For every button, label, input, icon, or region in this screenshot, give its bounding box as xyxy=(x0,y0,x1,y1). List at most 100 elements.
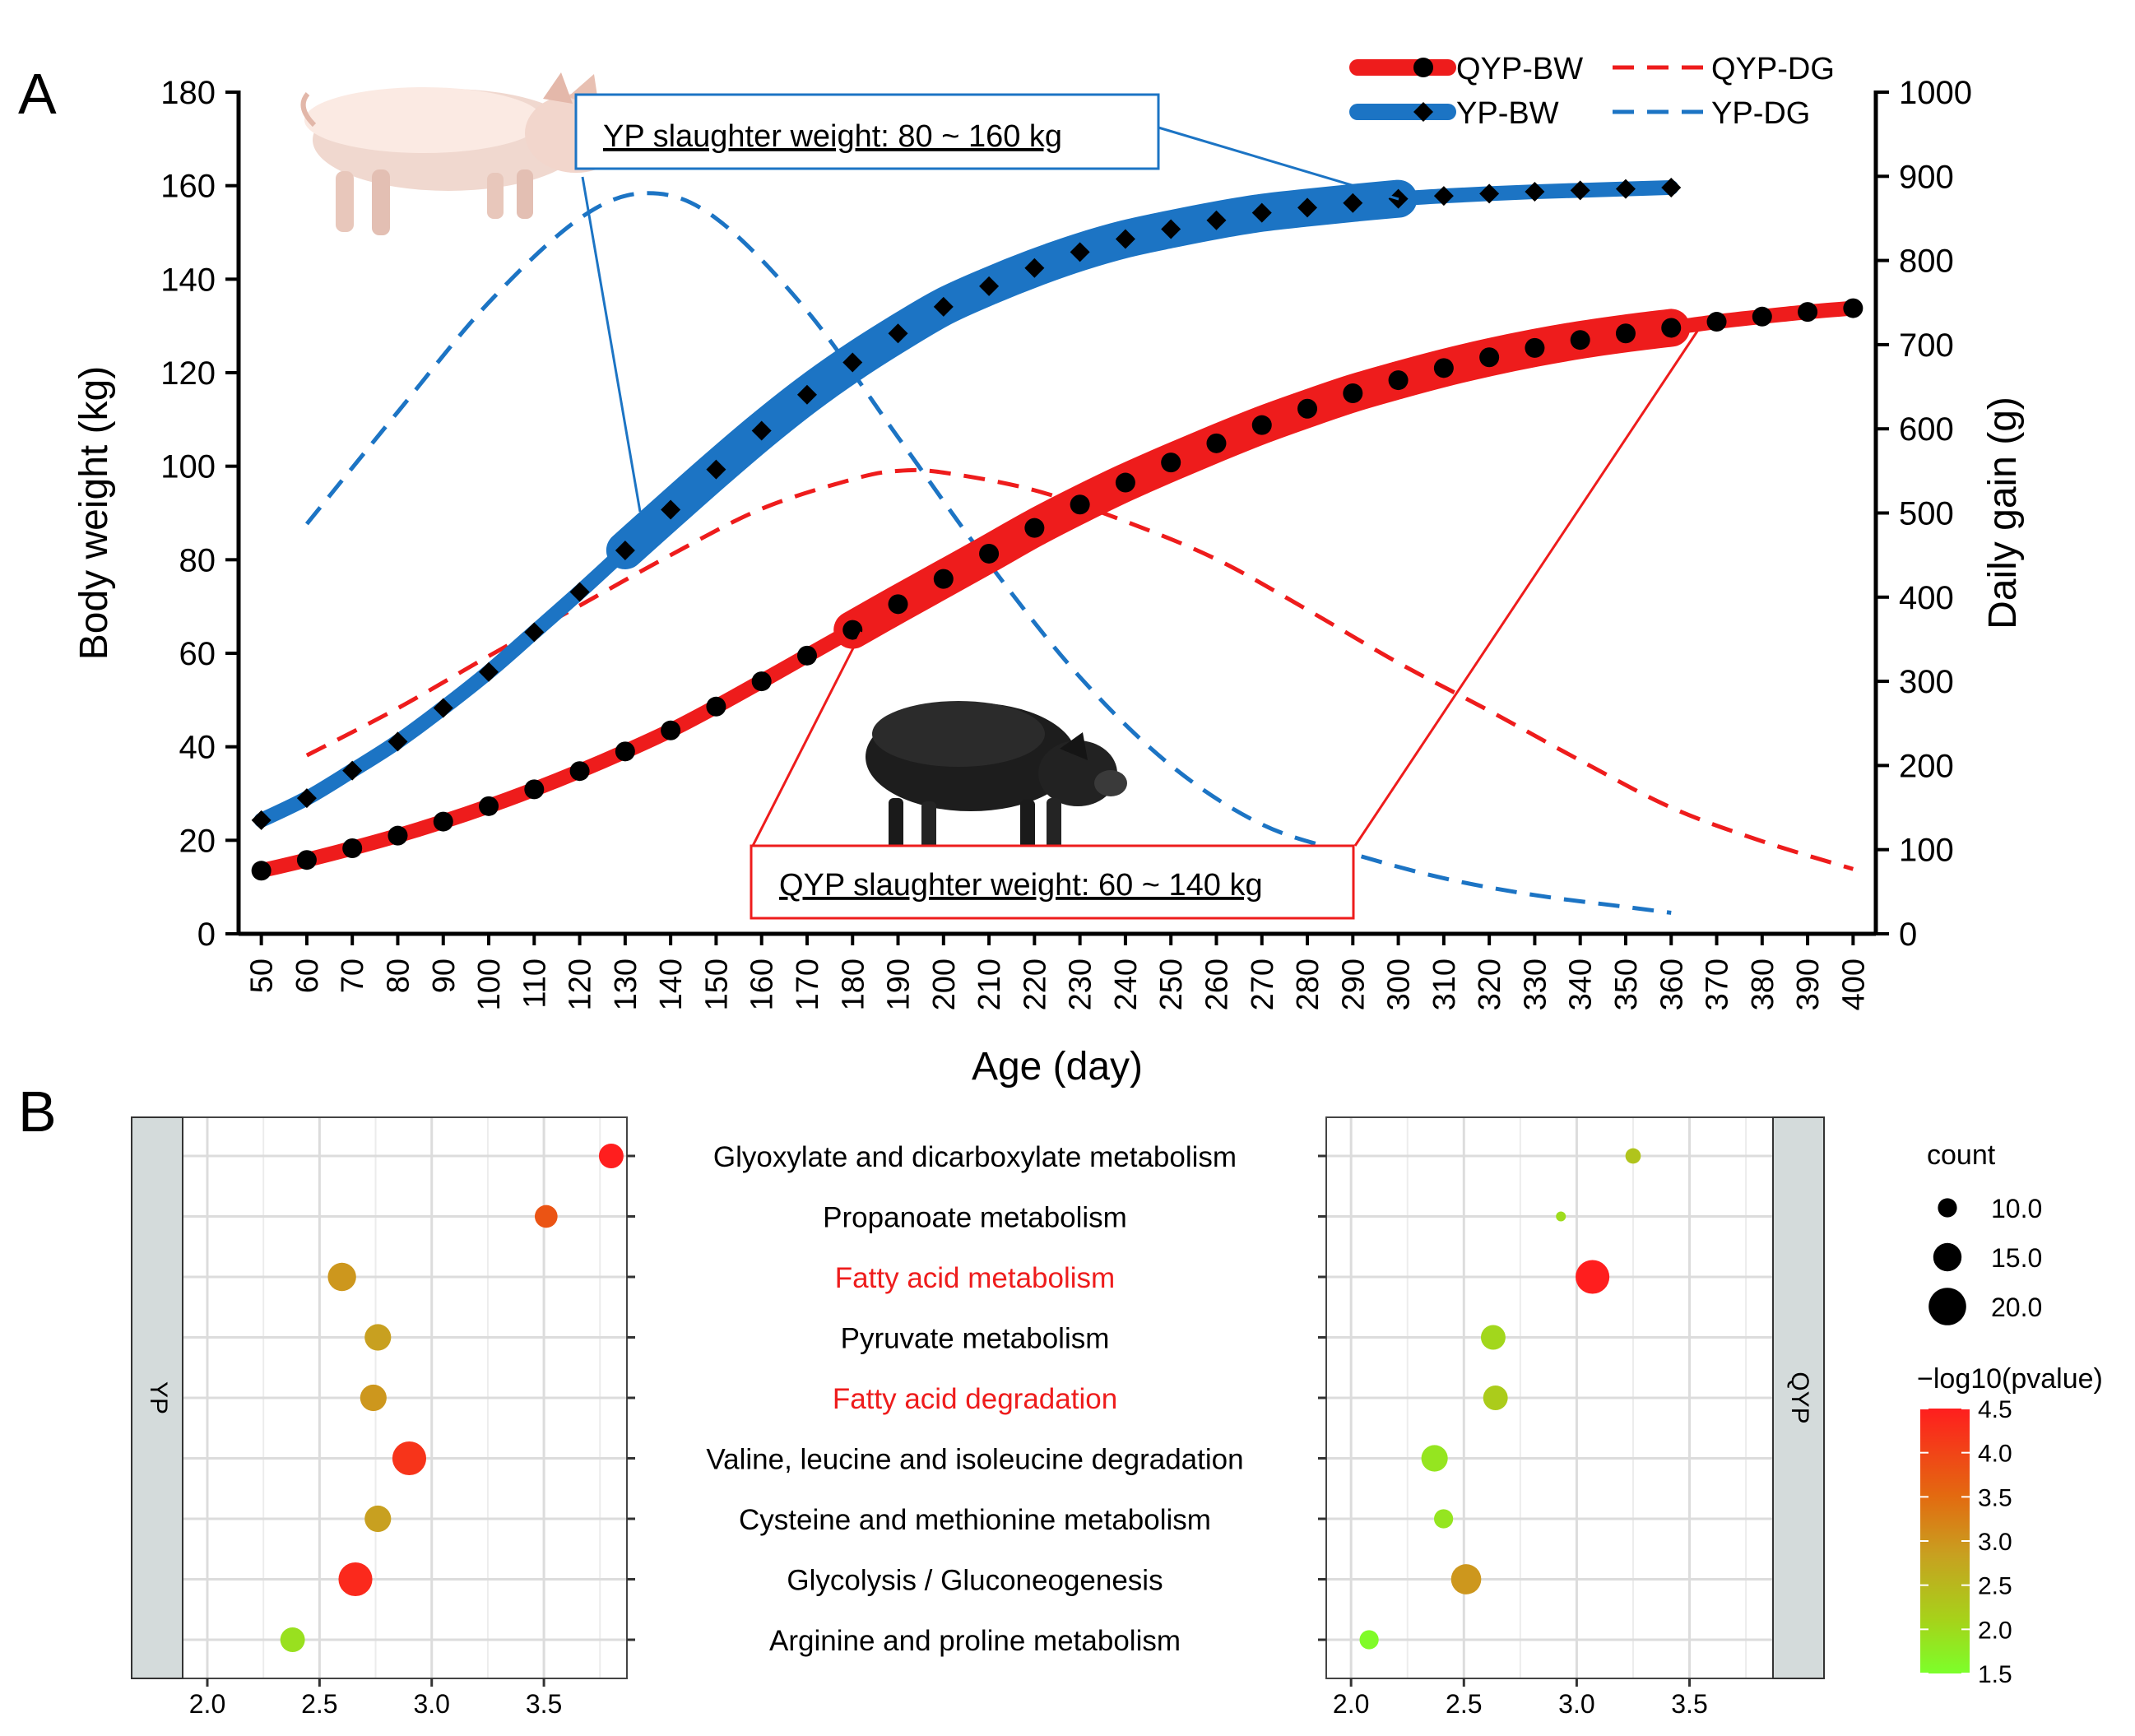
pathway-point xyxy=(1359,1630,1379,1650)
yp-bw-point xyxy=(1661,177,1682,197)
colorbar-tick-label: 4.5 xyxy=(1978,1396,2012,1423)
legend-label: YP-DG xyxy=(1711,96,1810,131)
pathway-point xyxy=(364,1324,392,1351)
facet-strip-label: YP xyxy=(145,1381,172,1414)
yp-bw-point xyxy=(569,582,590,602)
pvalue-legend-title: −log10(pvalue) xyxy=(1917,1363,2103,1395)
y2-tick-label: 600 xyxy=(1899,411,1954,448)
yp-bw-point xyxy=(1479,183,1500,204)
x-tick-label: 2.5 xyxy=(301,1689,337,1719)
x-tick-label: 310 xyxy=(1427,959,1462,1010)
x-tick-label: 180 xyxy=(836,959,870,1010)
pathway-point xyxy=(1434,1509,1454,1529)
qyp-slaughter-callout: QYP slaughter weight: 60 ~ 140 kg xyxy=(750,322,1705,920)
pathway-label: Fatty acid metabolism xyxy=(835,1262,1115,1294)
y2-tick-label: 1000 xyxy=(1899,75,1972,111)
y-tick-label: 120 xyxy=(160,355,216,392)
y2-tick-label: 900 xyxy=(1899,159,1954,195)
y2-tick-label: 300 xyxy=(1899,664,1954,700)
qyp-bw-point xyxy=(1706,312,1727,332)
x-tick-label: 330 xyxy=(1518,959,1553,1010)
y-tick-label: 80 xyxy=(179,542,216,578)
x-tick-label: 200 xyxy=(927,959,962,1010)
x-tick-label: 280 xyxy=(1291,959,1325,1010)
pathway-label: Glycolysis / Gluconeogenesis xyxy=(787,1565,1163,1597)
y-tick-label: 160 xyxy=(160,169,216,205)
y2-tick-label: 100 xyxy=(1899,833,1954,869)
count-legend-label: 15.0 xyxy=(1991,1243,2042,1273)
qyp-bw-point xyxy=(979,543,1000,564)
pathway-point xyxy=(338,1562,373,1597)
colorbar-tick-label: 1.5 xyxy=(1978,1661,2012,1688)
qyp-bw-point xyxy=(1479,347,1500,368)
pathway-labels: Glyoxylate and dicarboxylate metabolism P… xyxy=(706,1141,1243,1657)
y-axis-title: Body weight (kg) xyxy=(72,366,116,661)
pathway-point xyxy=(360,1384,387,1412)
x-tick-label: 3.0 xyxy=(1558,1689,1594,1719)
x-tick-label: 350 xyxy=(1609,959,1644,1010)
qyp-bw-point xyxy=(1798,302,1818,323)
count-legend-label: 10.0 xyxy=(1991,1194,2042,1223)
qyp-bw-point xyxy=(1343,383,1363,404)
yp-bw-point xyxy=(661,499,681,520)
qyp-bw-point xyxy=(615,741,635,762)
yp-bw-point xyxy=(251,810,272,830)
y2-tick-label: 800 xyxy=(1899,244,1954,280)
yp-bw-point xyxy=(751,420,772,441)
colorbar-tick-label: 2.5 xyxy=(1978,1573,2012,1600)
x-tick-label: 2.0 xyxy=(189,1689,225,1719)
x-tick-label: 50 xyxy=(245,959,280,993)
count-legend-dot xyxy=(1938,1198,1957,1218)
panel-b-legends: count −log10(pvalue) 10.0 15.0 20.0 4.5 4.0 3… xyxy=(1917,1140,2103,1688)
x-tick-label: 220 xyxy=(1018,959,1052,1010)
x-tick-label: 400 xyxy=(1836,959,1871,1010)
qyp-bw-point xyxy=(661,720,681,740)
y2-tick-label: 0 xyxy=(1899,917,1917,953)
x-tick-label: 320 xyxy=(1473,959,1507,1010)
qyp-bw-point xyxy=(1024,518,1045,538)
qyp-bw-point xyxy=(1297,398,1318,419)
legend-marker xyxy=(1413,102,1433,122)
legend-label: QYP-BW xyxy=(1456,52,1583,86)
x-tick-label: 2.5 xyxy=(1446,1689,1482,1719)
yp-bw-point xyxy=(1070,242,1090,262)
pathway-point xyxy=(1483,1386,1508,1410)
yp-bw-point xyxy=(1433,186,1454,207)
y2-tick-label: 500 xyxy=(1899,496,1954,532)
pathway-label: Pyruvate metabolism xyxy=(841,1323,1110,1355)
x-tick-label: 130 xyxy=(609,959,643,1010)
qyp-bw-point xyxy=(1161,453,1181,473)
x-tick-label: 60 xyxy=(290,959,325,993)
x-tick-label: 3.5 xyxy=(526,1689,562,1719)
qyp-bw-point xyxy=(706,696,726,717)
pathway-point xyxy=(1625,1148,1641,1164)
y-tick-label: 100 xyxy=(160,449,216,485)
qyp-bw-point xyxy=(342,838,363,858)
yp-bw-point xyxy=(1024,258,1045,278)
qyp-bw-point xyxy=(751,671,772,692)
count-legend-title: count xyxy=(1927,1140,1996,1171)
bw-slaughter-band-yp-bw xyxy=(606,179,1418,569)
x-tick-label: 360 xyxy=(1655,959,1689,1010)
y2-tick-label: 400 xyxy=(1899,580,1954,616)
x-tick-label: 300 xyxy=(1382,959,1417,1010)
qyp-bw-point xyxy=(479,796,499,816)
x-tick-label: 170 xyxy=(791,959,825,1010)
x-tick-label: 2.0 xyxy=(1333,1689,1369,1719)
pathway-point xyxy=(392,1441,427,1476)
yp-bw-point xyxy=(706,459,726,480)
x-tick-label: 210 xyxy=(972,959,1007,1010)
yp-bw-point xyxy=(933,296,954,317)
x-tick-label: 90 xyxy=(427,959,462,993)
x-tick-label: 3.0 xyxy=(413,1689,449,1719)
colorbar-tick-label: 2.0 xyxy=(1978,1617,2012,1644)
yp-bw-point xyxy=(1297,197,1318,218)
panel-a-axes: 0 20 40 60 80 100 120 140 160 180 0 100 200 300 400 500… xyxy=(72,75,2025,1088)
pathway-label: Glyoxylate and dicarboxylate metabolism xyxy=(713,1141,1237,1173)
x-tick-label: 270 xyxy=(1246,959,1280,1010)
pathway-point xyxy=(327,1262,356,1292)
panel-a-legend: QYP-BW QYP-DG YP-BW YP-DG xyxy=(1349,52,1835,131)
yp-bw-point xyxy=(1251,202,1272,223)
qyp-bw-point xyxy=(1388,370,1409,391)
